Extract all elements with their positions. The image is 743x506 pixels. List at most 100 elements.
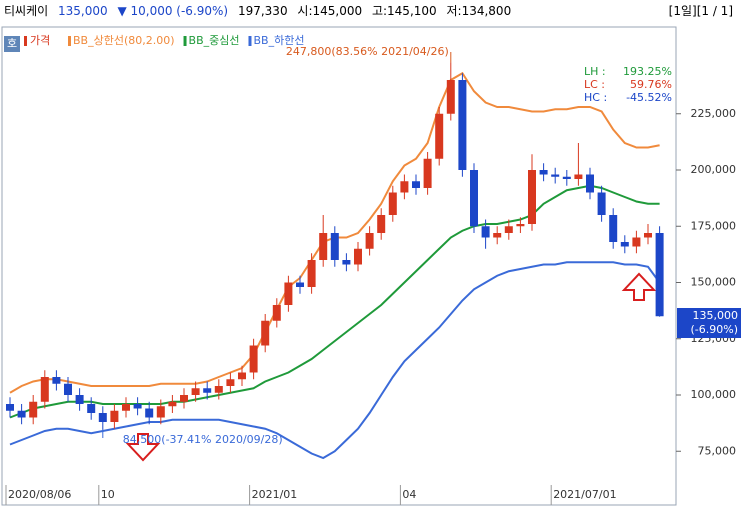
candle-body [296,282,304,287]
candle-body [365,233,374,249]
header: 티씨케이 135,000 ▼ 10,000 (-6.90%) 197,330 시… [0,0,743,22]
candle-body [470,170,478,227]
candle-body [632,237,641,247]
x-tick-label: 10 [101,488,115,501]
candle-body [412,181,420,188]
y-tick-label: 225,000 [691,107,737,120]
candle-body [226,379,235,386]
y-tick-label: 175,000 [691,219,737,232]
annotation: 247,800(83.56% 2021/04/26) [286,45,449,58]
stat-label: LH : [584,65,606,78]
stat-value: -45.52% [626,91,672,104]
toggle-label: 호 [7,37,17,50]
candle-body [435,113,444,159]
open: 시:145,000 [297,4,363,18]
annotation: 84,500(-37.41% 2020/09/28) [123,433,283,446]
candle-body [272,305,281,321]
candle-body [284,282,293,305]
candle-body [133,404,142,409]
candle-body [156,406,165,418]
candle-body [17,410,26,418]
candle-body [122,404,130,411]
y-tick-label: 75,000 [698,444,737,457]
candle-body [551,174,560,177]
stat-value: 59.76% [630,78,672,91]
candle-body [6,404,14,411]
candle-body [354,248,362,265]
x-tick-label: 04 [402,488,416,501]
legend-label: BB_중심선 [189,34,240,47]
legend-swatch [248,36,252,46]
candle-body [620,242,629,247]
candle-body [539,170,548,175]
candle-body [504,226,513,233]
x-tick-label: 2020/08/06 [8,488,71,501]
candle-body [87,404,96,413]
candle-body [377,215,386,233]
candle-body [319,233,328,260]
band-line [9,261,661,460]
period[interactable]: [1일][1 / 1] [668,4,733,18]
y-tick-label: 200,000 [691,163,737,176]
stock-name: 티씨케이 [4,4,49,18]
candle-body [644,233,652,238]
legend-swatch [68,36,71,46]
legend-label: BB_하한선 [253,33,304,47]
candle-body [516,224,525,227]
toggle-button[interactable] [4,36,20,52]
band-line [9,184,660,419]
candle-body [145,408,154,418]
candle-body [342,260,351,265]
candle-body [400,181,409,193]
volume: 197,330 [237,4,288,18]
stat-value: 193.25% [623,65,672,78]
candle-body [562,176,571,179]
price: 135,000 [58,4,108,18]
candle-body [238,372,246,380]
legend-swatch [183,36,187,46]
candle-body [655,233,664,317]
stat-label: HC : [584,91,607,104]
arrow-marker [125,433,161,462]
legend-label: BB_상한선(80,2.00) [73,34,175,47]
candle-body [75,395,84,404]
candle-body [29,401,38,418]
legend-label: 가격 [30,34,50,47]
candle-body [330,233,339,260]
arrow-marker [621,272,657,301]
x-tick-label: 2021/01 [252,488,298,501]
candle-body [214,386,223,393]
low: 저:134,800 [446,4,512,18]
candle-body [180,395,188,402]
candle-body [261,320,270,346]
price-box-label: 135,000 [693,309,739,322]
candle-body [249,345,258,373]
candle-body [52,377,61,384]
change: ▼ 10,000 (-6.90%) [117,4,229,18]
x-tick-label: 2021/07/01 [553,488,616,501]
stat-label: LC : [584,78,605,91]
candle-body [64,383,72,395]
candle-body [40,377,49,402]
candle-body [423,158,432,188]
candle-body [98,413,107,422]
price-box [677,308,741,338]
candle-body [493,233,502,238]
candle-body [528,170,536,224]
candle-body [446,80,455,114]
candle-body [110,410,119,422]
candle-body [481,226,490,238]
candle-body [203,388,212,393]
candle-body [586,174,594,193]
high: 고:145,100 [371,4,437,18]
y-tick-label: 100,000 [691,388,737,401]
candle-body [574,174,583,179]
y-tick-label: 150,000 [691,276,737,289]
candle-body [458,80,467,170]
candle-body [597,192,606,215]
candle-body [609,215,618,242]
candle-body [307,260,316,287]
candle-body [191,388,200,395]
